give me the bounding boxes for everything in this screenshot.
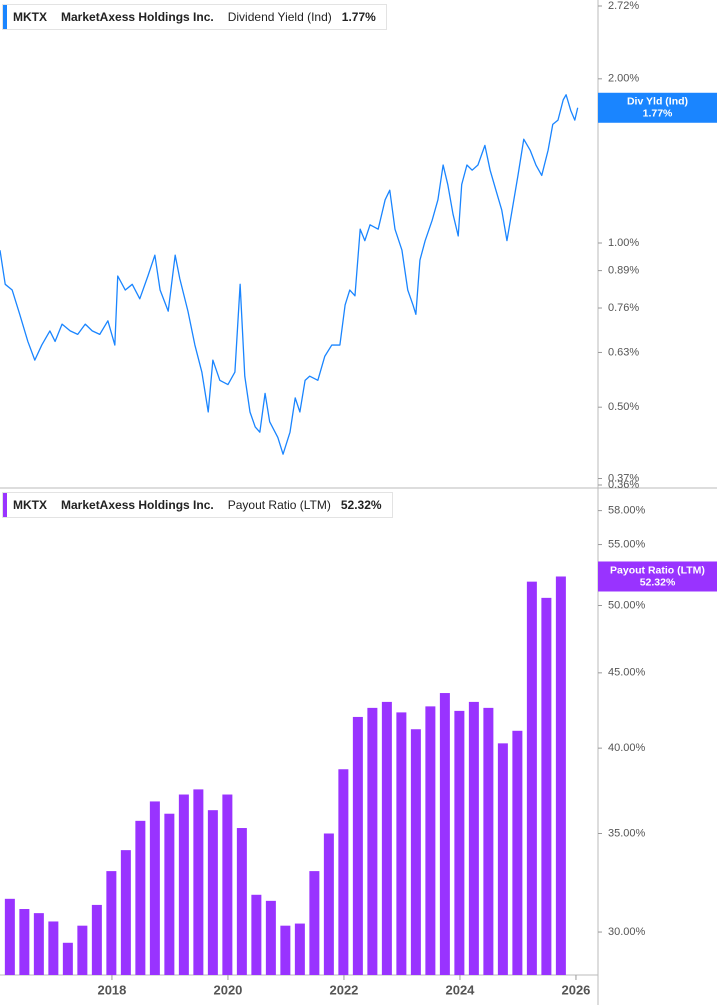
bar [222, 794, 233, 975]
bar [164, 813, 175, 975]
bar [454, 710, 465, 975]
legend: MKTX MarketAxess Holdings Inc. Payout Rati… [2, 492, 393, 518]
legend-value: 52.32% [340, 498, 382, 512]
y-tick-label: 0.37% [608, 472, 639, 484]
value-flag [598, 92, 717, 123]
bar [483, 707, 494, 975]
bar [178, 794, 189, 975]
ticker: MKTX [13, 10, 47, 24]
y-tick-label: 30.00% [608, 926, 646, 938]
y-tick-label: 0.76% [608, 302, 639, 314]
y-tick-label: 1.00% [608, 237, 639, 249]
legend-value: 1.77% [341, 10, 376, 24]
bar [106, 871, 117, 975]
y-tick-label: 55.00% [608, 538, 646, 550]
value-flag [598, 561, 717, 592]
y-tick-label: 45.00% [608, 667, 646, 679]
legend-swatch [3, 5, 7, 29]
bar [396, 712, 407, 975]
bar [236, 828, 247, 975]
bar [381, 701, 392, 975]
legend: MKTX MarketAxess Holdings Inc. Dividend Yi… [2, 4, 387, 30]
bar [425, 706, 436, 975]
line-series [0, 94, 579, 455]
bar [48, 921, 59, 975]
y-tick-label: 50.00% [608, 599, 646, 611]
bar [149, 801, 160, 975]
bar [526, 581, 537, 975]
bar [207, 810, 218, 975]
bar [309, 871, 320, 975]
y-tick-label: 0.89% [608, 265, 639, 277]
bar [439, 693, 450, 975]
value-flag-value: 52.32% [640, 576, 676, 588]
value-flag-value: 1.77% [643, 108, 673, 120]
bar [541, 597, 552, 975]
company: MarketAxess Holdings Inc. [61, 10, 214, 24]
y-tick-label: 2.72% [608, 0, 639, 12]
bar [468, 701, 479, 975]
bar [410, 729, 421, 975]
value-flag-name: Div Yld (Ind) [627, 96, 688, 108]
bar [352, 716, 363, 975]
bar [294, 923, 305, 975]
bar [251, 894, 262, 975]
bar [338, 769, 349, 975]
bar [193, 789, 204, 975]
bar [4, 898, 15, 975]
bar [91, 904, 102, 975]
y-tick-label: 35.00% [608, 827, 646, 839]
bar [62, 942, 73, 975]
bar [265, 900, 276, 975]
y-tick-label: 58.00% [608, 505, 646, 517]
y-tick-label: 0.63% [608, 346, 639, 358]
value-flag-name: Payout Ratio (LTM) [610, 564, 705, 576]
company: MarketAxess Holdings Inc. [61, 498, 214, 512]
y-tick-label: 0.50% [608, 401, 639, 413]
legend-swatch [3, 493, 7, 517]
x-tick-label: 2022 [329, 982, 358, 997]
y-tick-label: 40.00% [608, 742, 646, 754]
y-tick-label: 0.36% [608, 479, 639, 491]
x-tick-label: 2026 [561, 982, 590, 997]
bar [367, 707, 378, 975]
x-tick-label: 2024 [445, 982, 475, 997]
y-tick-label: 2.00% [608, 73, 639, 85]
bar [135, 820, 146, 975]
bar [280, 925, 291, 975]
bar [19, 909, 30, 975]
x-tick-label: 2018 [97, 982, 126, 997]
legend-series-name: Dividend Yield (Ind) [227, 10, 332, 24]
bar [323, 833, 334, 975]
ticker: MKTX [13, 498, 47, 512]
bar [497, 743, 508, 975]
legend-series-name: Payout Ratio (LTM) [227, 498, 331, 512]
bar [33, 913, 44, 975]
bar [120, 850, 131, 975]
bar [77, 925, 88, 975]
x-tick-label: 2020 [213, 982, 242, 997]
bar [512, 730, 523, 975]
bar [555, 576, 566, 975]
